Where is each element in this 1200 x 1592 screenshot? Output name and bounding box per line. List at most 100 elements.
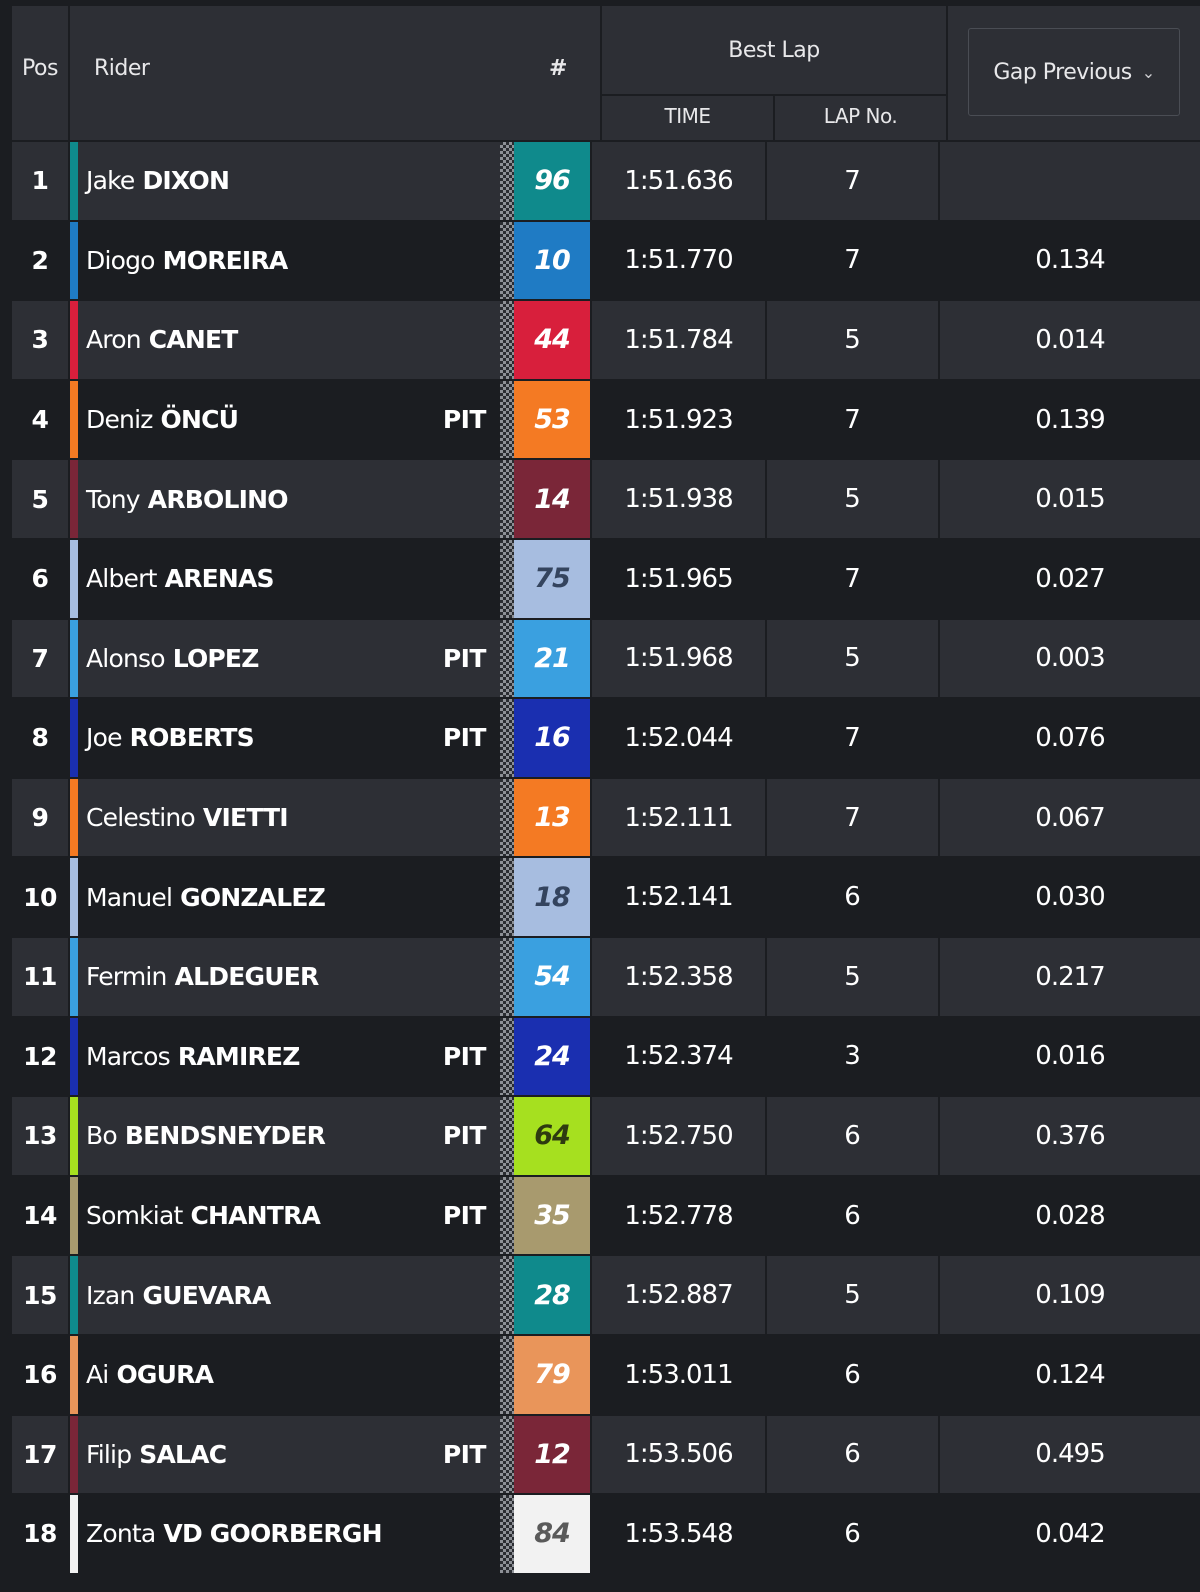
rider-last-name: ÖNCÜ [160,405,239,435]
position-cell: 3 [12,301,68,379]
table-row[interactable]: 18 Zonta VD GOORBERGH 84 1:53.548 6 0.04… [12,1495,1200,1575]
checker-strip [500,778,514,857]
rider-last-name: ARBOLINO [147,484,289,514]
rider-first-name: Marcos [86,1041,171,1071]
checker-strip [500,380,514,459]
team-color-stripe [70,858,78,936]
header-gap-cell: Gap Previous ⌄ [948,6,1200,140]
rider-cell: Izan GUEVARA [70,1256,500,1334]
rider-last-name: LOPEZ [172,643,260,673]
best-lap-time: 1:52.111 [592,778,765,857]
position-cell: 13 [12,1097,68,1175]
table-row[interactable]: 7 Alonso LOPEZ PIT 21 1:51.968 5 0.003 [12,619,1200,700]
rider-cell: Bo BENDSNEYDER PIT [70,1097,500,1175]
table-row[interactable]: 4 Deniz ÖNCÜ PIT 53 1:51.923 7 0.139 [12,380,1200,461]
position-cell: 5 [12,460,68,538]
best-lap-number: 6 [767,1495,938,1573]
best-lap-time: 1:52.887 [592,1256,765,1334]
rider-number-badge: 64 [514,1097,590,1175]
table-row[interactable]: 16 Ai OGURA 79 1:53.011 6 0.124 [12,1335,1200,1416]
table-row[interactable]: 13 Bo BENDSNEYDER PIT 64 1:52.750 6 0.37… [12,1097,1200,1177]
table-row[interactable]: 15 Izan GUEVARA 28 1:52.887 5 0.109 [12,1256,1200,1336]
table-row[interactable]: 5 Tony ARBOLINO 14 1:51.938 5 0.015 [12,460,1200,540]
table-row[interactable]: 8 Joe ROBERTS PIT 16 1:52.044 7 0.076 [12,699,1200,779]
rider-cell: Manuel GONZALEZ [70,858,500,936]
rider-cell: Diogo MOREIRA [70,221,500,300]
gap-previous-value: 0.376 [940,1097,1200,1175]
best-lap-time: 1:52.750 [592,1097,765,1175]
team-color-stripe [70,380,78,459]
team-color-stripe [70,460,78,538]
rider-last-name: VD GOORBERGH [163,1519,382,1549]
rider-number-badge: 28 [514,1256,590,1334]
team-color-stripe [70,1495,78,1573]
table-row[interactable]: 17 Filip SALAC PIT 12 1:53.506 6 0.495 [12,1415,1200,1496]
checker-strip [500,699,514,777]
rider-number-badge: 79 [514,1335,590,1414]
rider-number-badge: 18 [514,858,590,936]
pit-badge: PIT [442,643,487,673]
best-lap-number: 6 [767,858,938,936]
gap-previous-value: 0.042 [940,1495,1200,1573]
best-lap-number: 6 [767,1335,938,1414]
best-lap-number: 6 [767,1097,938,1175]
checker-strip [500,539,514,618]
table-row[interactable]: 14 Somkiat CHANTRA PIT 35 1:52.778 6 0.0… [12,1176,1200,1257]
header-best-lap: Best Lap [602,6,946,94]
gap-previous-value: 0.003 [940,619,1200,698]
best-lap-time: 1:51.965 [592,539,765,618]
best-lap-time: 1:52.778 [592,1176,765,1255]
pit-badge: PIT [442,1041,487,1071]
best-lap-time: 1:52.044 [592,699,765,777]
rider-cell: Fermin ALDEGUER [70,937,500,1016]
rider-first-name: Izan [86,1280,135,1310]
rider-number-badge: 14 [514,460,590,538]
team-color-stripe [70,142,78,220]
rider-first-name: Fermin [86,962,167,992]
checker-strip [500,1097,514,1175]
table-row[interactable]: 1 Jake DIXON 96 1:51.636 7 [12,142,1200,222]
rider-last-name: ROBERTS [129,723,255,753]
table-header: Pos Rider # Best Lap TIME LAP No. Gap Pr… [12,6,1200,140]
table-row[interactable]: 3 Aron CANET 44 1:51.784 5 0.014 [12,301,1200,381]
table-row[interactable]: 9 Celestino VIETTI 13 1:52.111 7 0.067 [12,778,1200,859]
rider-first-name: Diogo [86,245,155,275]
best-lap-number: 7 [767,539,938,618]
gap-previous-value: 0.067 [940,778,1200,857]
gap-previous-select[interactable]: Gap Previous ⌄ [968,28,1180,116]
team-color-stripe [70,778,78,857]
rider-first-name: Aron [86,325,142,355]
best-lap-time: 1:52.374 [592,1017,765,1096]
best-lap-time: 1:53.506 [592,1415,765,1494]
pit-badge: PIT [442,1121,487,1151]
position-cell: 7 [12,619,68,698]
team-color-stripe [70,1335,78,1414]
best-lap-number: 5 [767,460,938,538]
checker-strip [500,301,514,379]
rider-number-badge: 16 [514,699,590,777]
table-row[interactable]: 2 Diogo MOREIRA 10 1:51.770 7 0.134 [12,221,1200,302]
position-cell: 18 [12,1495,68,1573]
pit-badge: PIT [442,1439,487,1469]
gap-previous-value: 0.495 [940,1415,1200,1494]
rider-number-badge: 44 [514,301,590,379]
rider-last-name: VIETTI [202,803,289,833]
position-cell: 15 [12,1256,68,1334]
table-row[interactable]: 12 Marcos RAMIREZ PIT 24 1:52.374 3 0.01… [12,1017,1200,1098]
team-color-stripe [70,1097,78,1175]
best-lap-number: 5 [767,1256,938,1334]
checker-strip [500,1495,514,1573]
checker-strip [500,1256,514,1334]
rider-first-name: Bo [86,1121,118,1151]
gap-previous-value: 0.015 [940,460,1200,538]
rider-number-badge: 84 [514,1495,590,1573]
best-lap-time: 1:52.358 [592,937,765,1016]
table-row[interactable]: 11 Fermin ALDEGUER 54 1:52.358 5 0.217 [12,937,1200,1018]
rider-last-name: SALAC [139,1439,227,1469]
table-row[interactable]: 10 Manuel GONZALEZ 18 1:52.141 6 0.030 [12,858,1200,938]
checker-strip [500,460,514,538]
checker-strip [500,937,514,1016]
best-lap-time: 1:52.141 [592,858,765,936]
table-row[interactable]: 6 Albert ARENAS 75 1:51.965 7 0.027 [12,539,1200,620]
position-cell: 12 [12,1017,68,1096]
